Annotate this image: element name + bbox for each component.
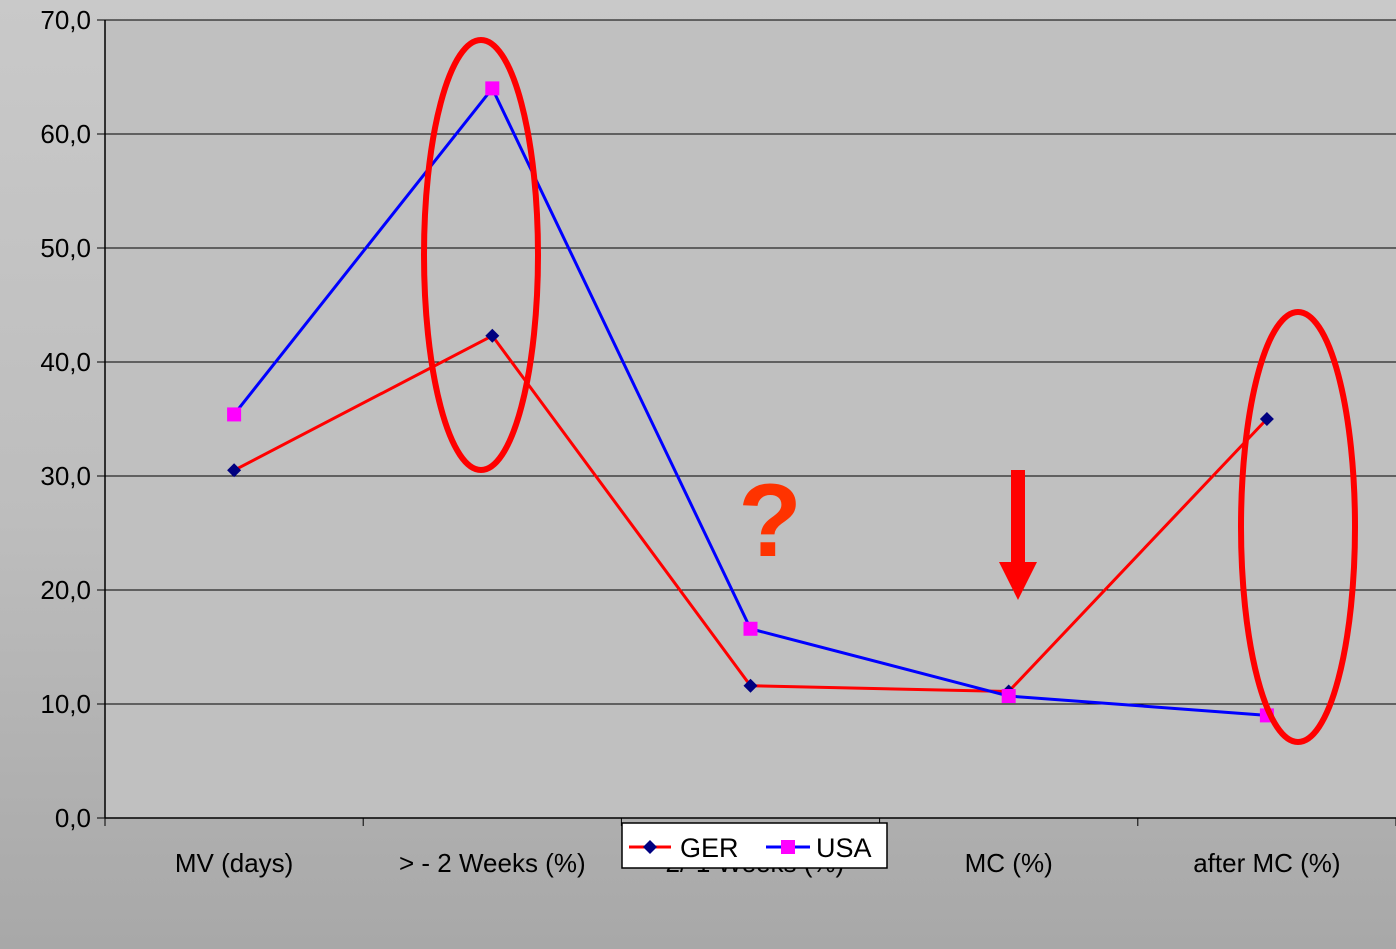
- data-point-square: [743, 621, 758, 636]
- y-tick-label: 50,0: [40, 233, 91, 263]
- x-category-label: after MC (%): [1193, 848, 1340, 878]
- data-point-diamond: [1259, 412, 1274, 426]
- legend-label-ger: GER: [680, 833, 739, 863]
- y-tick-label: 0,0: [55, 803, 91, 833]
- y-tick-label: 30,0: [40, 461, 91, 491]
- legend: GER USA: [621, 822, 888, 869]
- y-tick-label: 20,0: [40, 575, 91, 605]
- x-category-label: MV (days): [175, 848, 293, 878]
- y-tick-label: 40,0: [40, 347, 91, 377]
- axes: [104, 20, 1396, 819]
- data-point-diamond: [227, 463, 242, 478]
- data-point-square: [485, 81, 500, 96]
- y-tick-label: 60,0: [40, 119, 91, 149]
- highlight-ellipse-week2: [421, 37, 541, 473]
- legend-item-usa: USA: [766, 833, 872, 863]
- x-category-label: > - 2 Weeks (%): [399, 848, 586, 878]
- down-arrow-annotation: [999, 470, 1037, 600]
- x-category-label: MC (%): [965, 848, 1053, 878]
- y-axis-ticks: 0,0 10,0 20,0 30,0 40,0 50,0 60,0 70,0: [40, 5, 105, 833]
- y-tick-label: 70,0: [40, 5, 91, 35]
- legend-diamond-marker: [643, 840, 657, 854]
- legend-square-marker: [781, 840, 795, 854]
- y-tick-label: 10,0: [40, 689, 91, 719]
- data-point-square: [1001, 689, 1016, 704]
- plot-area: [105, 20, 1396, 818]
- highlight-ellipse-after-mc: [1238, 309, 1358, 745]
- legend-item-ger: GER: [629, 833, 739, 863]
- gridlines: [105, 19, 1396, 705]
- question-mark-annotation: ?: [738, 463, 802, 579]
- series-group: [227, 81, 1274, 723]
- data-point-diamond: [485, 328, 500, 343]
- legend-label-usa: USA: [816, 833, 872, 863]
- data-point-square: [227, 407, 242, 422]
- data-point-diamond: [743, 678, 758, 693]
